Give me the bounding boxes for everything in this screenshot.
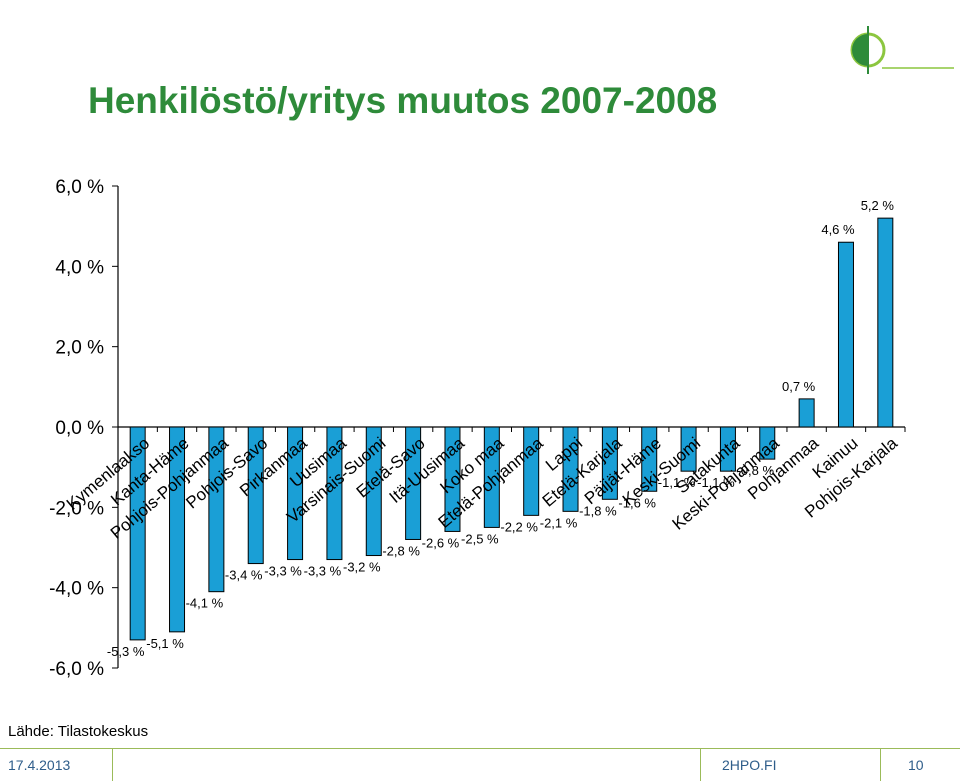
data-label: -2,6 % — [422, 535, 460, 550]
bar — [444, 426, 461, 532]
data-label: 0,7 % — [782, 379, 816, 394]
y-tick-label: 0,0 % — [55, 418, 104, 439]
bar — [405, 426, 422, 540]
data-label: 4,6 % — [821, 222, 855, 237]
footer-divider — [700, 749, 701, 781]
footer-divider — [112, 749, 113, 781]
data-label: 5,2 % — [861, 198, 895, 213]
data-label: -0,8 % — [736, 463, 774, 478]
source-note: Lähde: Tilastokeskus — [8, 723, 149, 740]
footer-date: 17.4.2013 — [8, 757, 71, 773]
bar — [129, 426, 146, 641]
bar — [365, 426, 382, 557]
bar — [562, 426, 579, 512]
bar — [719, 426, 736, 472]
y-tick-label: 6,0 % — [55, 177, 104, 198]
bar — [877, 217, 894, 428]
bar — [287, 426, 304, 561]
bar — [326, 426, 343, 561]
bar — [798, 398, 815, 428]
y-tick-label: -4,0 % — [49, 579, 104, 600]
bar — [759, 426, 776, 460]
data-label: -1,8 % — [579, 503, 617, 518]
footer-divider — [880, 749, 881, 781]
bar — [680, 426, 697, 472]
bar — [208, 426, 225, 593]
data-label: -1,1 % — [697, 475, 735, 490]
bar — [523, 426, 540, 516]
y-tick-label: -2,0 % — [49, 498, 104, 519]
data-label: -2,1 % — [540, 515, 578, 530]
data-label: -1,1 % — [658, 475, 696, 490]
page-title: Henkilöstö/yritys muutos 2007-2008 — [88, 80, 718, 121]
bar — [641, 426, 658, 492]
y-tick-label: 4,0 % — [55, 257, 104, 278]
data-label: -1,6 % — [618, 495, 656, 510]
footer-bar: 17.4.2013 2HPO.FI 10 — [0, 748, 960, 781]
data-label: -5,1 % — [146, 636, 184, 651]
logo-icon — [850, 26, 954, 74]
data-label: -3,3 % — [264, 564, 302, 579]
bar — [247, 426, 264, 565]
footer-page-number: 10 — [908, 757, 924, 773]
data-label: -4,1 % — [186, 596, 224, 611]
bar — [601, 426, 618, 500]
data-label: -2,8 % — [382, 543, 420, 558]
data-label: -3,4 % — [225, 568, 263, 583]
y-tick-label: -6,0 % — [49, 659, 104, 680]
data-label: -2,2 % — [500, 519, 538, 534]
data-label: -3,2 % — [343, 560, 381, 575]
footer-site: 2HPO.FI — [722, 757, 777, 773]
data-label: -5,3 % — [107, 644, 145, 659]
bar — [169, 426, 186, 633]
data-label: -3,3 % — [304, 564, 342, 579]
bar — [483, 426, 500, 528]
bar — [837, 241, 854, 428]
data-label: -2,5 % — [461, 531, 499, 546]
y-tick-label: 2,0 % — [55, 338, 104, 359]
